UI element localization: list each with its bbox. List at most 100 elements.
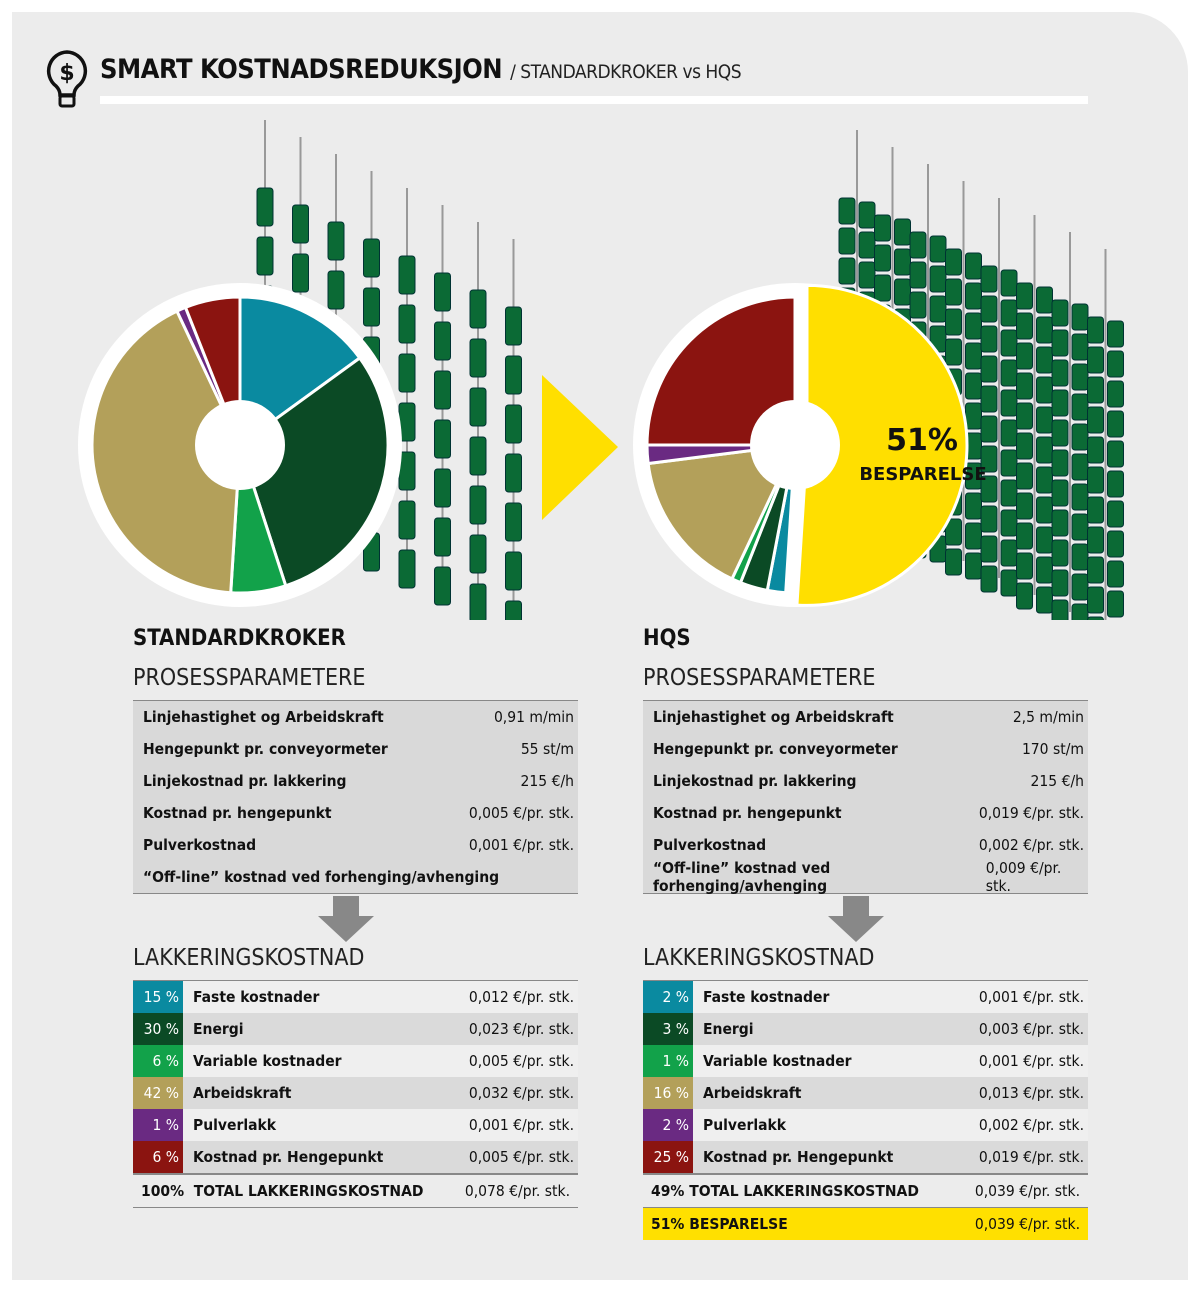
hook-part [1016,582,1033,610]
hook-part [909,231,927,259]
cost-value: 0,005 €/pr. stk. [468,1052,574,1070]
hook-part [292,253,309,293]
cost-row: 1 % Pulverlakk 0,001 €/pr. stk. [133,1109,578,1141]
hook-part [398,304,416,344]
hook-part [1000,569,1018,597]
hook-part [838,227,856,255]
hook-part [1107,380,1124,408]
param-value: 0,005 €/pr. stk. [468,804,574,822]
hook-part [929,235,947,263]
hook-part [945,278,962,306]
hook-part [1071,453,1089,481]
hook-part [1036,526,1053,554]
hook-part [1036,496,1053,524]
params-title: PROSESSPARAMETERE [133,665,366,691]
hook-part [1087,556,1104,584]
cost-row: 16 % Arbeidskraft 0,013 €/pr. stk. [643,1077,1088,1109]
params-row: Pulverkostnad 0,001 €/pr. stk. [133,829,578,861]
total-label: 100% TOTAL LAKKERINGSKOSTNAD [141,1182,424,1200]
hook-part [874,244,891,272]
cost-value: 0,001 €/pr. stk. [978,1052,1084,1070]
page-title: SMART KOSTNADSREDUKSJON / STANDARDKROKER… [100,54,742,85]
hook-part [909,291,927,319]
cost-label: Arbeidskraft [703,1084,802,1102]
hook-part [434,517,451,557]
cost-value: 0,001 €/pr. stk. [468,1116,574,1134]
hook-part [980,355,998,383]
params-row: Kostnad pr. hengepunkt 0,019 €/pr. stk. [643,797,1088,829]
hook-part [505,600,522,620]
hook-part [980,475,998,503]
total-value: 0,039 €/pr. stk. [974,1182,1080,1200]
hook-part [1087,586,1104,614]
hook-part [1000,359,1018,387]
hook-part [1000,419,1018,447]
down-arrow-head [828,916,884,942]
cost-percent: 6 % [133,1141,183,1173]
param-label: Kostnad pr. hengepunkt [653,804,842,822]
hook-part [1107,320,1124,348]
cost-table: 2 % Faste kostnader 0,001 €/pr. stk. 3 % Ene… [643,980,1088,1240]
hook-part [1107,440,1124,468]
hook-part [980,295,998,323]
params-table: Linjehastighet og Arbeidskraft 2,5 m/min H… [643,700,1088,895]
hook-part [1016,522,1033,550]
saving-value: 0,039 €/pr. stk. [974,1215,1080,1233]
hook-part [1016,402,1033,430]
hook-part [1087,406,1104,434]
hook-part [1000,329,1018,357]
cost-label: Variable kostnader [703,1052,852,1070]
hook-part [1087,436,1104,464]
title-main: SMART KOSTNADSREDUKSJON [100,54,503,85]
cost-label: Pulverlakk [703,1116,787,1134]
hook-part [945,308,962,336]
hook-part [1036,586,1053,614]
hook-part [1071,303,1089,331]
hook-part [1051,569,1069,597]
hook-part [980,565,998,593]
hook-part [1036,316,1053,344]
hook-part [1000,479,1018,507]
hook-part [1087,496,1104,524]
section-title: HQS [643,626,691,651]
cost-percent: 2 % [643,1109,693,1141]
section-title: STANDARDKROKER [133,626,346,651]
param-value: 215 €/h [520,772,574,790]
hook-part [1016,282,1033,310]
cost-label: Faste kostnader [703,988,830,1006]
hook-part [1071,333,1089,361]
saving-row: 51% BESPARELSE 0,039 €/pr. stk. [643,1208,1088,1240]
param-label: “Off-line” kostnad ved forhenging/avheng… [653,859,831,895]
pie-charts: 51% BESPARELSE [78,283,987,607]
hook-part [1036,376,1053,404]
cost-percent: 6 % [133,1045,183,1077]
hook-part [1036,436,1053,464]
total-row: 100% TOTAL LAKKERINGSKOSTNAD 0,078 €/pr. … [133,1173,578,1208]
hook-part [945,518,962,546]
hook-part [1016,432,1033,460]
cost-percent: 42 % [133,1077,183,1109]
params-row: Pulverkostnad 0,002 €/pr. stk. [643,829,1088,861]
hook-part [1071,573,1089,601]
saving-annotation-label: BESPARELSE [859,464,986,485]
cost-row: 1 % Variable kostnader 0,001 €/pr. stk. [643,1045,1088,1077]
hook-part [434,566,451,606]
hook-part [1071,603,1089,620]
param-label: “Off-line” kostnad ved forhenging/avheng… [143,868,500,886]
svg-text:$: $ [59,61,74,86]
hook-part [858,261,876,289]
params-row: Linjekostnad pr. lakkering 215 €/h [133,765,578,797]
param-label: Pulverkostnad [143,836,257,854]
hook-part [1071,363,1089,391]
hook-part [909,261,927,289]
hook-part [505,502,522,542]
hook-part [965,372,982,400]
hook-part [894,248,911,276]
hook-part [980,325,998,353]
pie-hole [750,400,840,490]
hook-part [434,370,451,410]
param-value: 215 €/h [1030,772,1084,790]
hook-part [398,549,416,589]
params-table: Linjehastighet og Arbeidskraft 0,91 m/min… [133,700,578,894]
hook-part [894,278,911,306]
